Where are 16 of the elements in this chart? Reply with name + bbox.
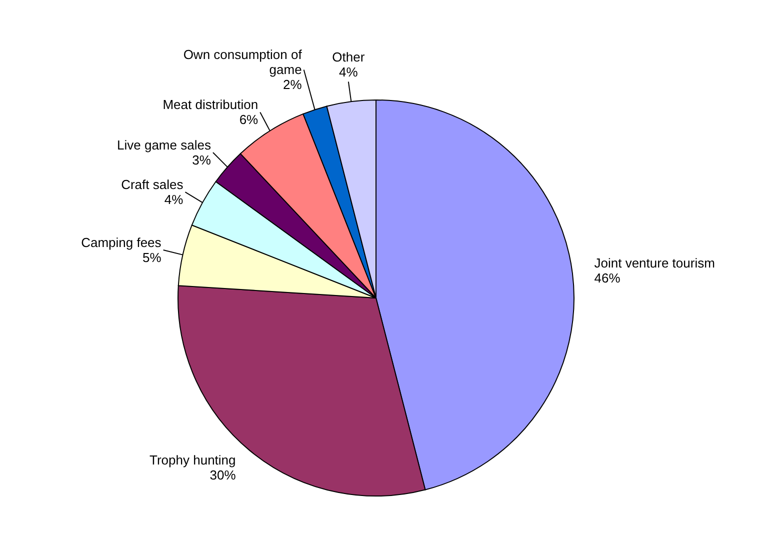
data-label: 3% xyxy=(192,152,212,168)
slice-label: Meat distribution xyxy=(162,97,258,112)
data-label: 4% xyxy=(339,64,358,80)
slice-label: Trophy hunting xyxy=(150,452,236,468)
slice-label: Live game sales xyxy=(117,138,212,153)
data-label: 5% xyxy=(142,250,162,266)
data-label: 4% xyxy=(164,192,184,208)
slice-label: Other xyxy=(332,50,366,65)
data-label: 2% xyxy=(283,77,302,92)
slice-label: Joint venture tourism xyxy=(594,255,715,270)
data-label: 6% xyxy=(239,112,259,128)
data-label: 46% xyxy=(594,270,621,286)
slice-label: Craft sales xyxy=(121,177,184,192)
slice-label: Own consumption of game xyxy=(183,47,302,78)
data-label: 30% xyxy=(210,468,236,483)
slice-label: Camping fees xyxy=(81,235,162,250)
